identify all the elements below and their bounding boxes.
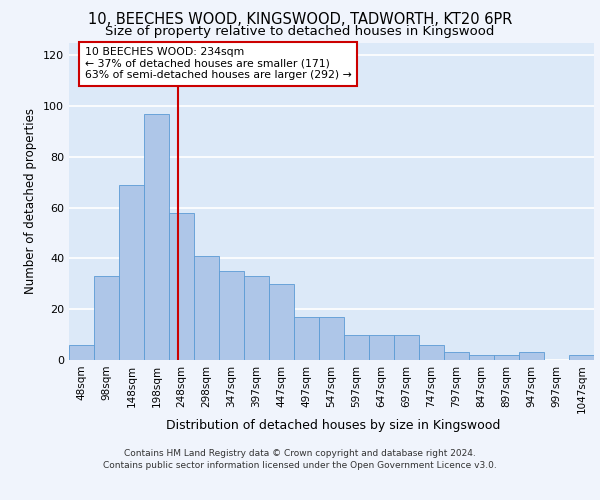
Text: 10 BEECHES WOOD: 234sqm
← 37% of detached houses are smaller (171)
63% of semi-d: 10 BEECHES WOOD: 234sqm ← 37% of detache… — [85, 48, 352, 80]
Bar — [294, 317, 319, 360]
Text: 10, BEECHES WOOD, KINGSWOOD, TADWORTH, KT20 6PR: 10, BEECHES WOOD, KINGSWOOD, TADWORTH, K… — [88, 12, 512, 28]
Bar — [244, 276, 269, 360]
Text: Contains public sector information licensed under the Open Government Licence v3: Contains public sector information licen… — [103, 461, 497, 470]
Bar — [569, 355, 594, 360]
Bar — [144, 114, 169, 360]
Bar — [469, 355, 494, 360]
Text: Contains HM Land Registry data © Crown copyright and database right 2024.: Contains HM Land Registry data © Crown c… — [124, 448, 476, 458]
Bar — [194, 256, 219, 360]
Bar — [369, 334, 394, 360]
Text: Size of property relative to detached houses in Kingswood: Size of property relative to detached ho… — [106, 25, 494, 38]
Bar — [119, 184, 144, 360]
Bar — [394, 334, 419, 360]
Bar — [169, 212, 194, 360]
Bar — [269, 284, 294, 360]
Bar — [319, 317, 344, 360]
Bar — [219, 271, 244, 360]
Bar — [94, 276, 119, 360]
Bar — [419, 345, 444, 360]
Y-axis label: Number of detached properties: Number of detached properties — [25, 108, 37, 294]
Bar — [69, 345, 94, 360]
Bar — [519, 352, 544, 360]
Text: Distribution of detached houses by size in Kingswood: Distribution of detached houses by size … — [166, 420, 500, 432]
Bar — [444, 352, 469, 360]
Bar — [494, 355, 519, 360]
Bar — [344, 334, 369, 360]
